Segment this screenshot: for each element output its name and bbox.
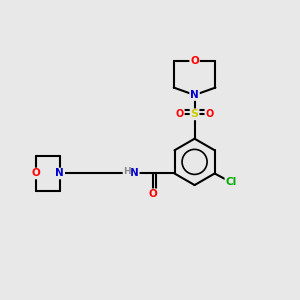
Text: N: N [190, 90, 199, 100]
Text: H: H [123, 167, 131, 176]
Text: N: N [56, 169, 64, 178]
Text: N: N [130, 169, 139, 178]
Text: O: O [32, 169, 40, 178]
Text: Cl: Cl [225, 177, 237, 188]
Text: O: O [149, 189, 158, 199]
Text: O: O [205, 109, 214, 119]
Text: S: S [190, 109, 199, 119]
Text: O: O [176, 109, 184, 119]
Text: O: O [190, 56, 199, 66]
